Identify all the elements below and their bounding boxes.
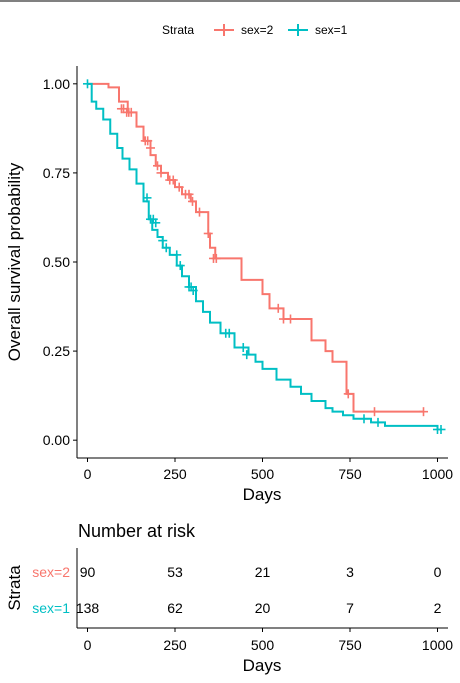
censor-mark: [359, 414, 369, 424]
risk-count: 3: [346, 564, 354, 580]
risk-count: 53: [167, 564, 183, 580]
censor-mark: [211, 253, 221, 263]
risk-x-axis-title: Days: [243, 656, 282, 675]
legend-label-sex-2: sex=2: [241, 23, 274, 37]
censor-mark: [286, 314, 295, 324]
censor-mark: [419, 407, 428, 417]
risk-row-label: sex=1: [32, 600, 70, 616]
risk-count: 21: [255, 564, 271, 580]
y-tick-label: 0.50: [43, 254, 70, 270]
risk-x-tick-label: 250: [163, 637, 187, 653]
censor-mark: [184, 189, 194, 199]
censor-mark: [168, 175, 178, 185]
y-tick-label: 0.25: [43, 343, 70, 359]
censor-mark: [142, 193, 152, 203]
censor-mark: [83, 79, 92, 89]
risk-x-tick-label: 0: [84, 637, 92, 653]
survival-curves: [87, 82, 439, 430]
censor-mark: [373, 417, 383, 427]
censor-mark: [224, 328, 234, 338]
legend-key-sex-2: [214, 24, 234, 36]
x-tick-label: 750: [338, 466, 362, 482]
censor-mark: [242, 350, 252, 360]
risk-x-tick-label: 750: [338, 637, 362, 653]
legend-label-sex-1: sex=1: [315, 23, 348, 37]
risk-x-tick-label: 500: [251, 637, 275, 653]
censor-mark: [161, 243, 171, 253]
risk-count: 90: [80, 564, 96, 580]
risk-table-title: Number at risk: [78, 521, 196, 541]
risk-table-rows: sex=2 90 53 21 3 0 sex=1 138 62 20 7 2: [32, 564, 441, 616]
censor-marks: [83, 79, 446, 434]
risk-count: 20: [255, 600, 271, 616]
censor-mark: [175, 261, 185, 271]
y-axis-ticks: 0.00 0.25 0.50 0.75 1.00: [43, 76, 77, 448]
risk-count: 0: [434, 564, 442, 580]
survival-curve-sex-1: [87, 82, 439, 430]
risk-count: 138: [76, 600, 100, 616]
risk-count: 62: [167, 600, 183, 616]
survival-plot: 0.00 0.25 0.50 0.75 1.00 0 250 500 750 1000 Days…: [5, 66, 453, 504]
risk-x-axis-ticks: 0 250 500 750 1000: [84, 628, 453, 653]
censor-mark: [174, 182, 184, 192]
censor-mark: [146, 143, 155, 153]
y-tick-label: 1.00: [43, 76, 70, 92]
censor-mark: [273, 303, 283, 313]
legend: Strata sex=2 sex=1: [162, 23, 348, 37]
x-tick-label: 500: [251, 466, 275, 482]
censor-mark: [195, 207, 204, 217]
censor-mark: [343, 389, 353, 399]
y-tick-label: 0.00: [43, 432, 70, 448]
risk-x-tick-label: 1000: [422, 637, 453, 653]
y-tick-label: 0.75: [43, 165, 70, 181]
x-tick-label: 1000: [422, 466, 453, 482]
censor-mark: [172, 250, 182, 260]
survival-curve-sex-2: [87, 82, 424, 413]
x-axis-ticks: 0 250 500 750 1000: [84, 458, 453, 482]
risk-count: 2: [434, 600, 442, 616]
legend-key-sex-1: [288, 24, 308, 36]
censor-mark: [203, 228, 213, 238]
censor-mark: [188, 196, 197, 206]
censor-mark: [238, 343, 248, 353]
censor-mark: [156, 168, 166, 178]
risk-y-axis-title: Strata: [5, 565, 24, 611]
censor-mark: [126, 107, 136, 117]
x-tick-label: 0: [84, 466, 92, 482]
censor-mark: [188, 286, 198, 296]
censor-mark: [370, 407, 379, 417]
x-axis-title: Days: [243, 485, 282, 504]
censor-mark: [153, 161, 162, 171]
censor-mark: [143, 136, 153, 146]
x-tick-label: 250: [163, 466, 187, 482]
censor-mark: [158, 236, 168, 246]
y-axis-title: Overall survival probability: [5, 162, 24, 361]
censor-mark: [436, 424, 446, 434]
risk-count: 7: [346, 600, 354, 616]
legend-title: Strata: [162, 23, 194, 37]
censor-mark: [151, 218, 161, 228]
risk-row-label: sex=2: [32, 564, 70, 580]
